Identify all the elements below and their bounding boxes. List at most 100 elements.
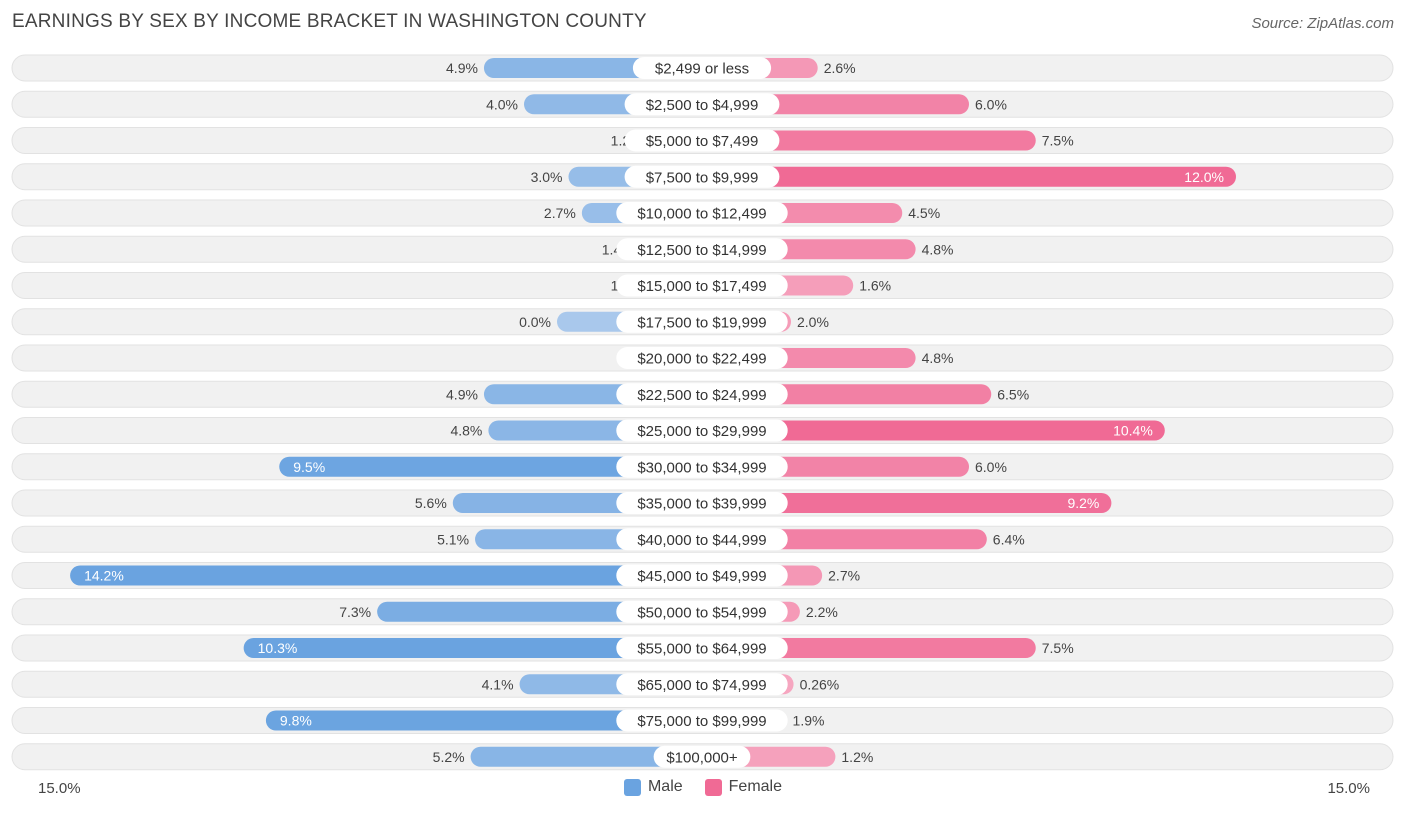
category-label-background <box>616 419 788 442</box>
category-label: $10,000 to $12,499 <box>637 206 766 223</box>
chart-row: 1.2%7.5%$5,000 to $7,499 <box>11 127 1394 154</box>
chart-row: 4.9% 2.6% $2,499 or less <box>11 54 1394 82</box>
male-bar <box>265 710 702 731</box>
category-label: $40,000 to $44,999 <box>637 532 766 549</box>
category-label-background <box>616 310 788 333</box>
male-value-label: 4.1% <box>482 676 514 692</box>
category-label: $2,500 to $4,999 <box>646 97 759 114</box>
chart-row: 1.4%4.8%$12,500 to $14,999 <box>11 235 1394 263</box>
female-value-label: 7.5% <box>1042 640 1074 656</box>
female-value-label: 6.0% <box>975 459 1007 475</box>
category-label: $75,000 to $99,999 <box>637 713 766 730</box>
category-label-background <box>616 528 788 551</box>
category-label-background <box>632 57 772 79</box>
category-label-background <box>616 202 788 224</box>
category-label-background <box>616 455 788 478</box>
category-label: $12,500 to $14,999 <box>637 242 766 259</box>
male-bar <box>279 456 702 477</box>
category-label: $5,000 to $7,499 <box>646 133 759 150</box>
chart-row: 10.3% 7.5% $55,000 to $64,999 <box>11 634 1394 662</box>
legend-item-female[interactable]: Female <box>704 778 783 796</box>
male-bar <box>70 565 703 586</box>
category-label: $25,000 to $29,999 <box>637 423 766 440</box>
chart-row: 14.2% 2.7% $45,000 to $49,999 <box>11 562 1394 589</box>
male-value-label: 9.5% <box>293 459 325 475</box>
male-value-label: 5.2% <box>433 749 465 765</box>
chart-row: 0.0% 2.0% $17,500 to $19,999 <box>11 308 1394 336</box>
category-label-background <box>616 492 788 514</box>
male-swatch-icon <box>623 778 641 796</box>
female-value-label: 2.2% <box>806 604 838 620</box>
category-label: $45,000 to $49,999 <box>637 568 766 585</box>
male-value-label: 2.7% <box>544 205 576 221</box>
axis-right-max-label: 15.0% <box>1327 780 1370 797</box>
category-label: $65,000 to $74,999 <box>637 677 766 694</box>
female-value-label: 12.0% <box>1184 169 1224 185</box>
male-value-label: 4.9% <box>446 60 478 76</box>
chart-row: 5.1% 6.4% $40,000 to $44,999 <box>11 525 1394 553</box>
chart-row: 5.2% 1.2% $100,000+ <box>11 743 1394 771</box>
female-value-label: 4.8% <box>922 350 954 366</box>
male-value-label: 4.9% <box>446 386 478 402</box>
female-value-label: 6.5% <box>997 386 1029 402</box>
chart-row: 7.3% 2.2% $50,000 to $54,999 <box>11 598 1394 626</box>
category-label: $35,000 to $39,999 <box>637 496 766 513</box>
male-value-label: 7.3% <box>339 604 371 620</box>
female-value-label: 4.8% <box>922 241 954 257</box>
female-value-label: 1.9% <box>793 713 825 729</box>
category-label: $55,000 to $64,999 <box>637 641 766 658</box>
chart-row: 2.7% 4.5% $10,000 to $12,499 <box>11 199 1394 227</box>
chart-row: 9.8% 1.9% $75,000 to $99,999 <box>11 707 1394 734</box>
category-label-background <box>616 673 788 696</box>
male-value-label: 0.0% <box>519 314 551 330</box>
category-label: $50,000 to $54,999 <box>637 604 766 621</box>
legend-male-label: Male <box>647 778 683 795</box>
category-label-background <box>616 238 788 261</box>
female-bar <box>702 493 1112 513</box>
category-label-background <box>616 709 788 732</box>
category-label: $15,000 to $17,499 <box>637 278 766 295</box>
female-value-label: 10.4% <box>1113 423 1153 439</box>
category-label-background <box>653 745 751 768</box>
source-credit: Source: ZipAtlas.com <box>1251 15 1394 32</box>
chart-row: 4.8% 10.4% $25,000 to $29,999 <box>11 417 1394 444</box>
category-label-background <box>624 165 780 188</box>
chart-row: 1.2%1.6%$15,000 to $17,499 <box>11 272 1394 299</box>
category-label: $17,500 to $19,999 <box>637 314 766 331</box>
category-label: $2,499 or less <box>655 61 749 78</box>
female-bar <box>702 420 1165 441</box>
legend-item-male[interactable]: Male <box>623 778 683 796</box>
male-value-label: 10.3% <box>258 640 298 656</box>
legend-female-label: Female <box>728 778 783 795</box>
category-label: $20,000 to $22,499 <box>637 351 766 368</box>
category-label-background <box>616 274 788 297</box>
chart-title: EARNINGS BY SEX BY INCOME BRACKET IN WAS… <box>12 11 647 32</box>
chart-row: 0.79%4.8%$20,000 to $22,499 <box>11 344 1394 372</box>
category-label: $22,500 to $24,999 <box>637 387 766 404</box>
female-swatch-icon <box>704 778 722 796</box>
male-value-label: 4.8% <box>450 423 482 439</box>
female-value-label: 2.7% <box>828 568 860 584</box>
male-value-label: 4.0% <box>486 96 518 112</box>
female-value-label: 9.2% <box>1067 495 1099 511</box>
female-value-label: 6.0% <box>975 96 1007 112</box>
male-value-label: 5.6% <box>415 495 447 511</box>
chart-row: 5.6% 9.2% $35,000 to $39,999 <box>11 489 1394 517</box>
female-value-label: 6.4% <box>993 531 1025 547</box>
axis-left-max-label: 15.0% <box>38 780 81 797</box>
female-value-label: 1.6% <box>859 278 891 294</box>
category-label: $7,500 to $9,999 <box>646 169 759 186</box>
category-label: $100,000+ <box>666 749 738 766</box>
chart-row: 3.0% 12.0% $7,500 to $9,999 <box>11 163 1394 191</box>
category-label-background <box>616 600 788 623</box>
male-bar <box>470 746 702 767</box>
category-label: $30,000 to $34,999 <box>637 459 766 476</box>
female-value-label: 2.0% <box>797 314 829 330</box>
female-bar <box>702 130 1036 151</box>
female-value-label: 2.6% <box>824 60 856 76</box>
male-bar <box>243 638 702 658</box>
chart-row: 9.5% 6.0% $30,000 to $34,999 <box>11 453 1394 481</box>
category-label-background <box>616 564 788 587</box>
female-value-label: 7.5% <box>1042 133 1074 149</box>
